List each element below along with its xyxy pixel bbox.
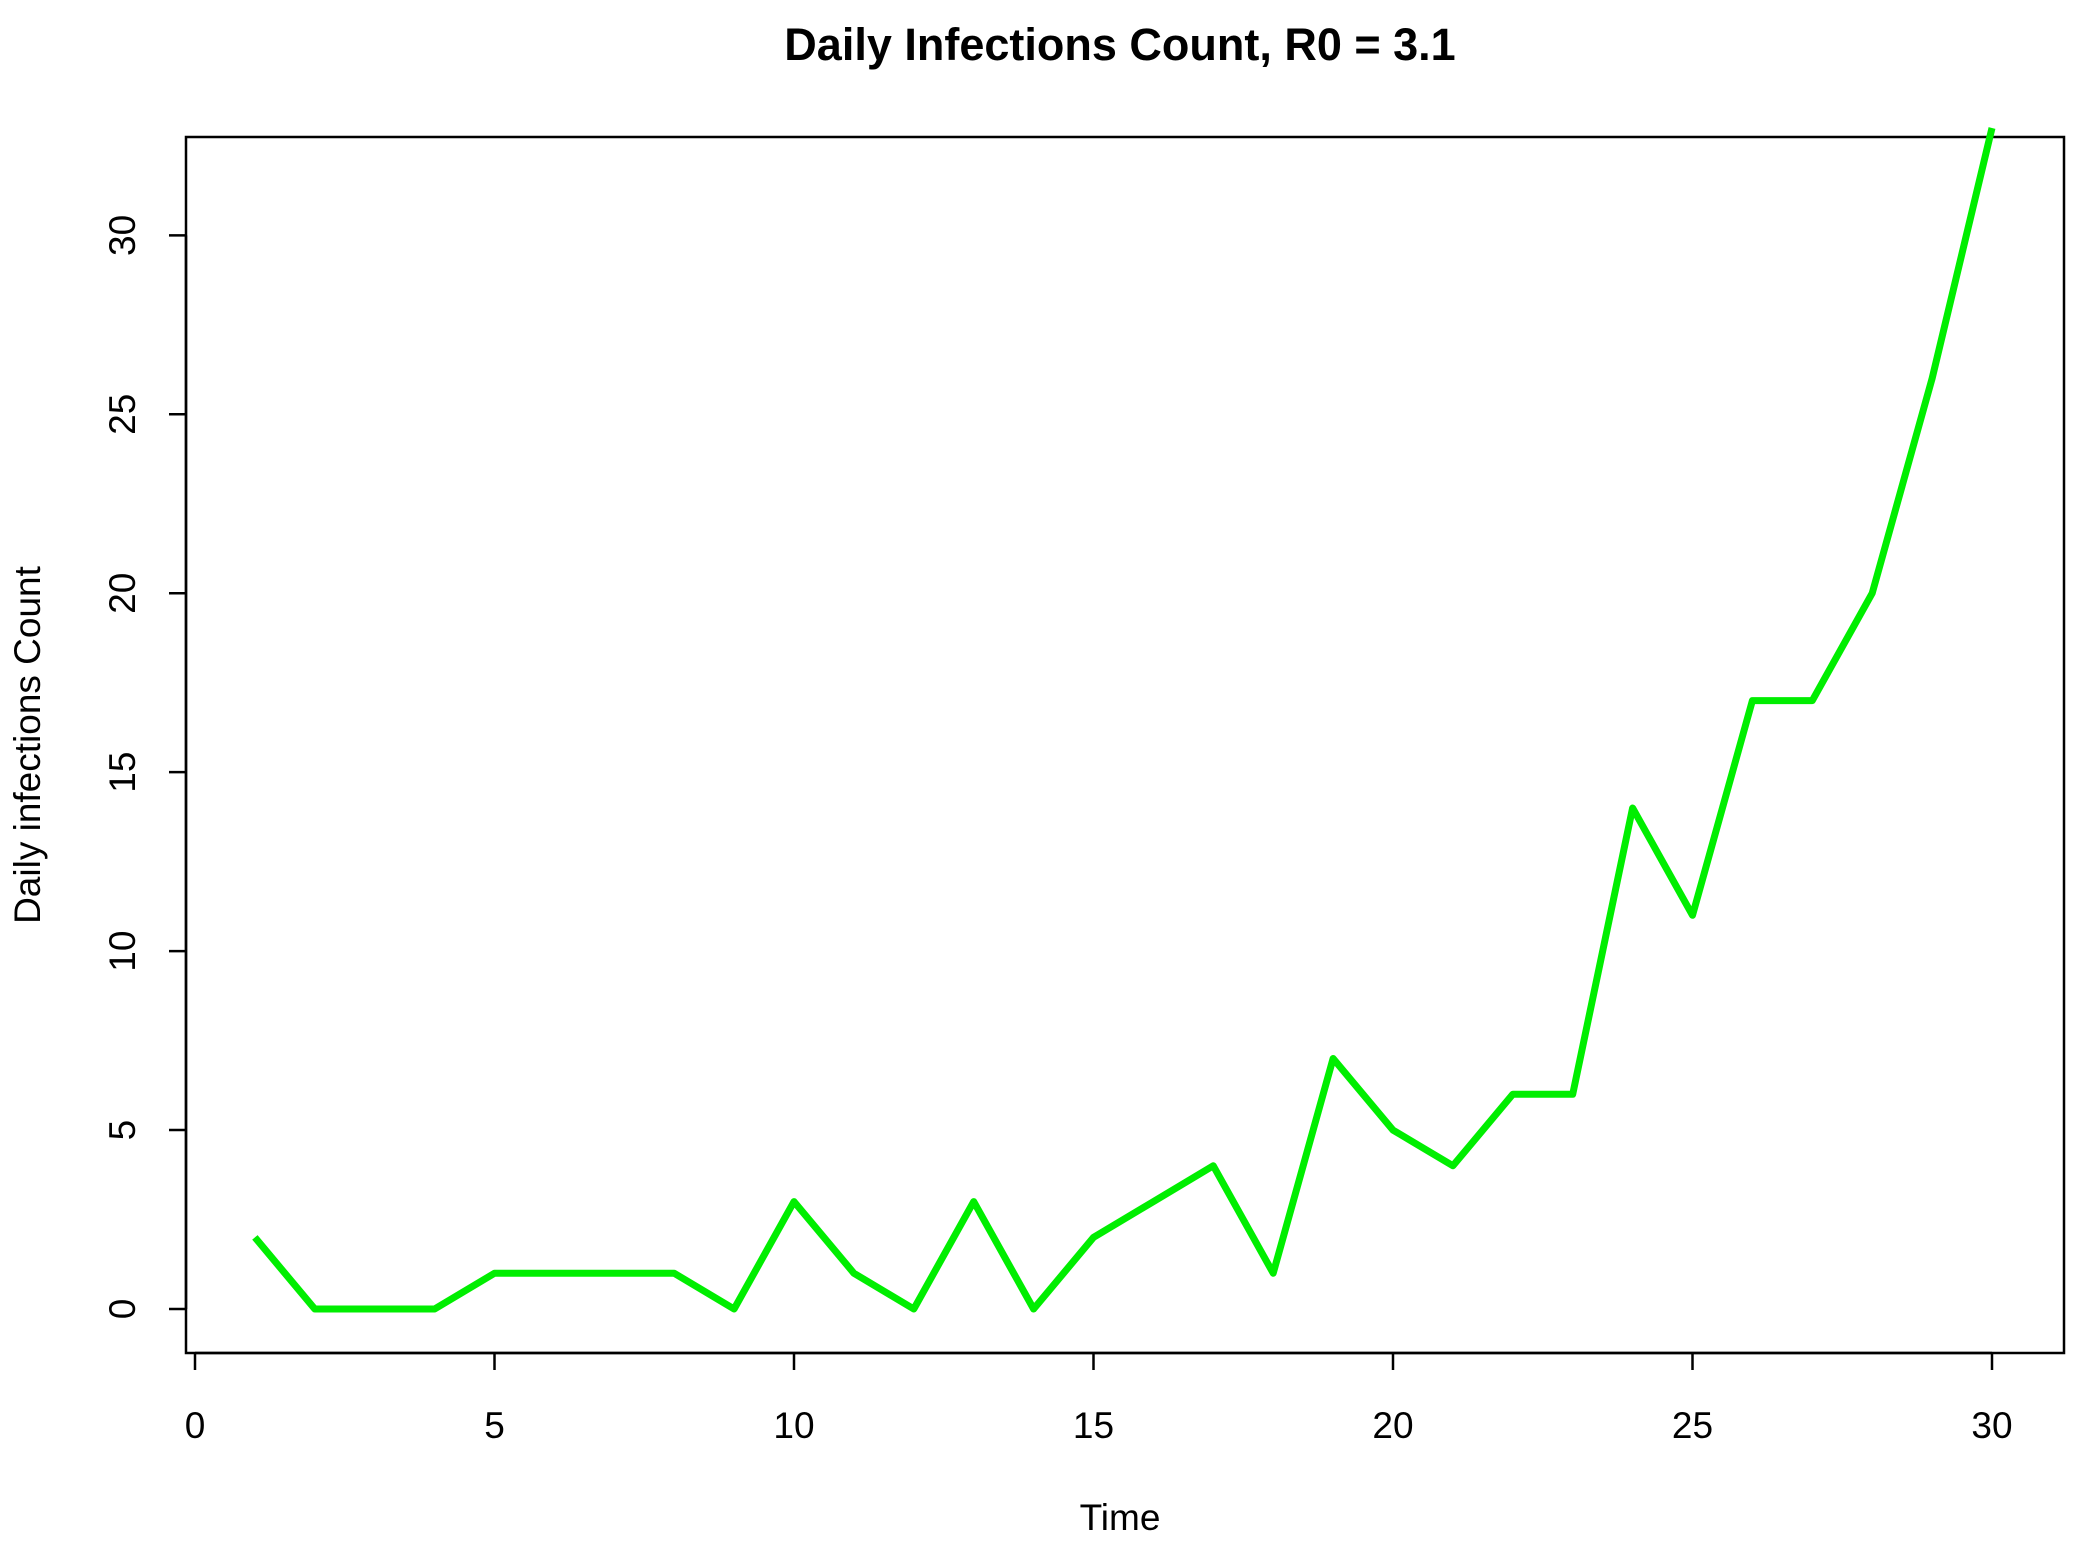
x-tick-label-20: 20 — [1372, 1405, 1413, 1446]
series-line-0 — [252, 127, 1996, 1313]
y-tick-label-20: 20 — [102, 573, 143, 614]
y-tick-label-10: 10 — [102, 931, 143, 972]
x-axis: 0 5 10 15 20 25 30 — [185, 1351, 2013, 1446]
x-tick-label-30: 30 — [1971, 1405, 2012, 1446]
x-tick-label-15: 15 — [1073, 1405, 1114, 1446]
series-layer — [252, 127, 1996, 1313]
chart-title: Daily Infections Count, R0 = 3.1 — [784, 19, 1455, 70]
x-tick-label-25: 25 — [1672, 1405, 1713, 1446]
y-axis: 0 5 10 15 20 25 30 — [102, 215, 188, 1320]
x-tick-label-5: 5 — [484, 1405, 505, 1446]
y-axis-label: Daily infections Count — [7, 565, 48, 924]
y-tick-label-25: 25 — [102, 394, 143, 435]
y-tick-label-5: 5 — [102, 1120, 143, 1141]
plot-frame — [184, 135, 2066, 1355]
y-tick-label-30: 30 — [102, 215, 143, 256]
x-tick-label-10: 10 — [773, 1405, 814, 1446]
x-axis-label: Time — [1080, 1497, 1161, 1538]
y-tick-label-0: 0 — [102, 1299, 143, 1320]
y-tick-label-15: 15 — [102, 752, 143, 793]
x-tick-label-0: 0 — [185, 1405, 206, 1446]
